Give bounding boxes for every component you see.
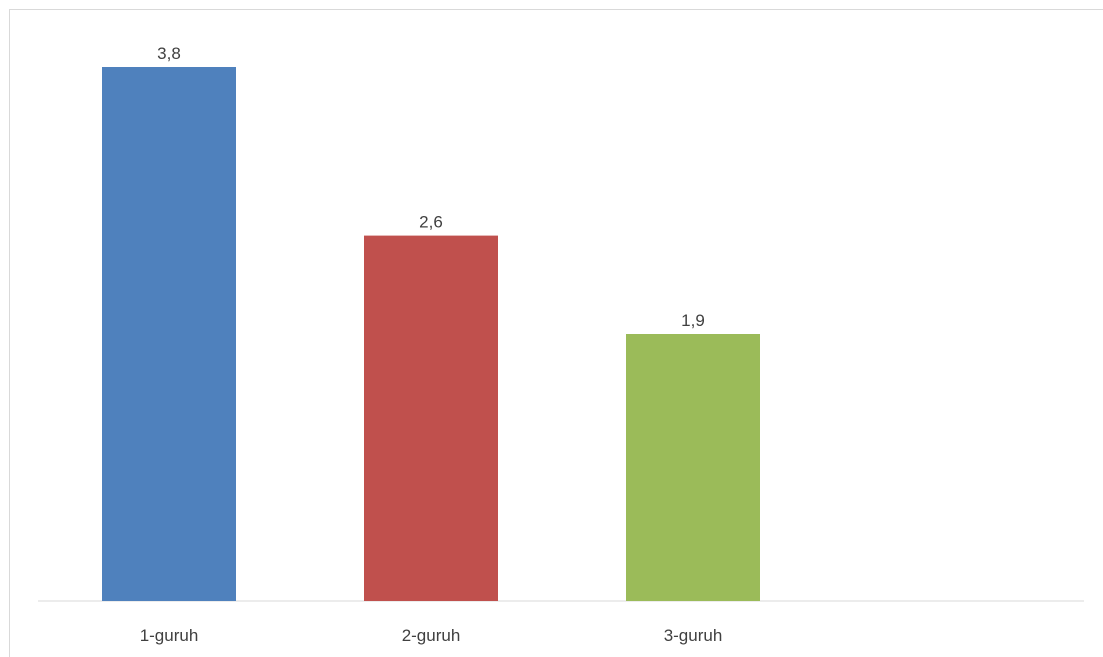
bar-1-guruh [102,67,236,601]
bar-3-guruh [626,334,760,601]
x-tick-label-2-guruh: 2-guruh [402,626,461,645]
data-label-2-guruh: 2,6 [419,213,443,232]
bars-group [102,67,760,601]
x-tick-label-3-guruh: 3-guruh [664,626,723,645]
bar-2-guruh [364,235,498,601]
data-labels-group: 3,8 2,6 1,9 [157,44,705,330]
data-label-3-guruh: 1,9 [681,311,705,330]
data-label-1-guruh: 3,8 [157,44,181,63]
x-tick-labels-group: 1-guruh 2-guruh 3-guruh [140,626,723,645]
x-tick-label-1-guruh: 1-guruh [140,626,199,645]
